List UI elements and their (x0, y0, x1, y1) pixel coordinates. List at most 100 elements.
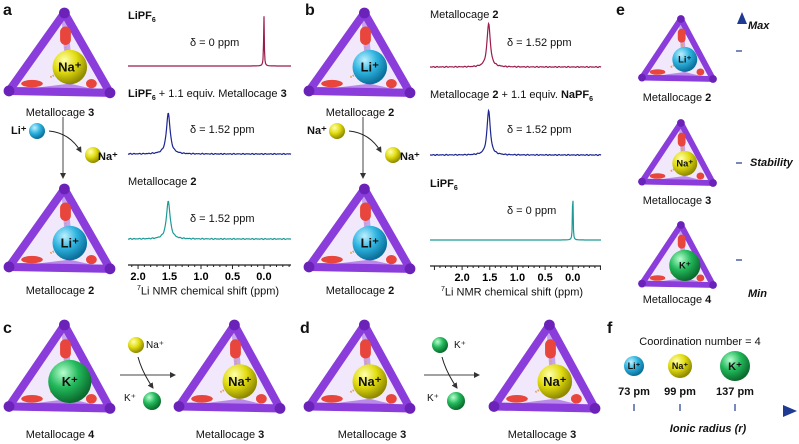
na-sphere (128, 337, 144, 353)
na-sphere (85, 147, 101, 163)
na-sphere (222, 364, 258, 399)
linker (571, 394, 582, 404)
shift-annotation: δ = 1.52 ppm (507, 124, 572, 136)
exchange-arrow (137, 356, 154, 389)
na-ion-sphere: Na⁺ (52, 49, 88, 85)
cage-vertex (359, 319, 370, 331)
li-sphere (624, 356, 644, 376)
ion-label: K⁺ (728, 361, 742, 373)
spectrum-title: Metallocage 2 (430, 9, 499, 21)
cage-edges (4, 8, 115, 97)
li-ion-sphere: Li⁺ (624, 356, 644, 376)
outgoing-ion-label: Na⁺ (400, 151, 420, 163)
metallocage (638, 15, 717, 83)
na-sphere (385, 147, 401, 163)
cage-vertex (404, 263, 416, 275)
na-sphere (668, 354, 692, 378)
cage-edges (489, 320, 600, 413)
outgoing-ion-label: K⁺ (124, 393, 136, 404)
na-sphere (537, 364, 573, 399)
ion-label: Na⁺ (358, 374, 382, 389)
linker (86, 255, 97, 265)
cage-label: Metallocage 2 (325, 107, 395, 119)
cage-edges (639, 222, 716, 288)
linker (21, 255, 43, 264)
linker (321, 394, 343, 403)
linker (649, 69, 666, 75)
linker (649, 173, 666, 179)
linker (386, 394, 397, 404)
x-tick-label: 1.5 (482, 272, 497, 284)
cage-vertex (638, 73, 646, 82)
ion-label: Li⁺ (678, 55, 691, 65)
nmr-trace (127, 112, 292, 156)
spectrum-title: LiPF6 (430, 178, 458, 193)
x-tick-label: 2.0 (454, 272, 469, 284)
li-sphere (352, 49, 388, 85)
cage-vertex (59, 319, 70, 331)
nmr-trace (127, 200, 292, 241)
exchange-arrow (48, 130, 82, 153)
li-ion-sphere: Li⁺ (672, 46, 698, 72)
linker (360, 202, 371, 221)
li-ion-sphere: Li⁺ (352, 225, 388, 261)
linker (21, 79, 43, 88)
linker (696, 274, 705, 282)
k-sphere (447, 392, 465, 410)
linker (506, 394, 528, 403)
linker (256, 394, 267, 404)
panel-letter-b: b (305, 2, 315, 19)
x-axis-label: 7Li NMR chemical shift (ppm) (136, 285, 280, 298)
cage-label: Metallocage 3 (642, 195, 712, 207)
k-sphere (720, 351, 750, 381)
na-ion-sphere (85, 147, 101, 163)
ionic-radius-value: 73 pm (618, 386, 650, 398)
incoming-ion-label: K⁺ (454, 340, 466, 351)
cage-edges (4, 320, 115, 413)
nmr-trace (128, 16, 291, 67)
linker (60, 339, 71, 359)
cage-label: Metallocage 3 (195, 429, 265, 441)
panel-letter-f: f (607, 320, 613, 337)
cage-vertex (488, 401, 500, 412)
cage-vertex (303, 85, 315, 97)
coordination-number-label: Coordination number = 4 (639, 336, 761, 348)
metallocage (3, 7, 116, 99)
metallocage (303, 319, 416, 414)
cage-vertex (404, 403, 416, 414)
na-ion-sphere (128, 337, 144, 353)
na-sphere (329, 123, 345, 139)
linker (386, 255, 397, 265)
x-tick-label: 1.0 (510, 272, 525, 284)
li-sphere (672, 46, 698, 72)
cage-edges (639, 120, 716, 186)
metallocage (638, 119, 717, 187)
k-ion-sphere (432, 337, 448, 353)
na-ion-sphere (329, 123, 345, 139)
linker (677, 234, 686, 249)
x-tick-label: 2.0 (130, 271, 145, 283)
metallocage (488, 319, 601, 414)
linker (696, 172, 705, 180)
cage-vertex (709, 281, 717, 289)
ion-label: Na⁺ (228, 374, 252, 389)
x-tick-label: 0.5 (537, 272, 552, 284)
cage-vertex (638, 279, 646, 288)
cage-label: Metallocage 2 (642, 92, 712, 104)
x-tick-label: 0.0 (256, 271, 271, 283)
shift-annotation: δ = 0 ppm (507, 205, 557, 217)
x-tick-label: 1.0 (193, 271, 208, 283)
cage-vertex (589, 403, 601, 414)
k-ion-sphere (143, 392, 161, 410)
incoming-ion-label: Li⁺ (11, 125, 27, 137)
x-tick-label: 0.5 (225, 271, 240, 283)
ion-label: Li⁺ (628, 361, 641, 371)
cage-vertex (709, 75, 717, 83)
stability-max-label: Max (748, 20, 770, 32)
k-sphere (143, 392, 161, 410)
li-sphere (52, 225, 88, 261)
spectrum-title: Metallocage 2 (128, 176, 197, 188)
k-sphere (48, 359, 92, 404)
